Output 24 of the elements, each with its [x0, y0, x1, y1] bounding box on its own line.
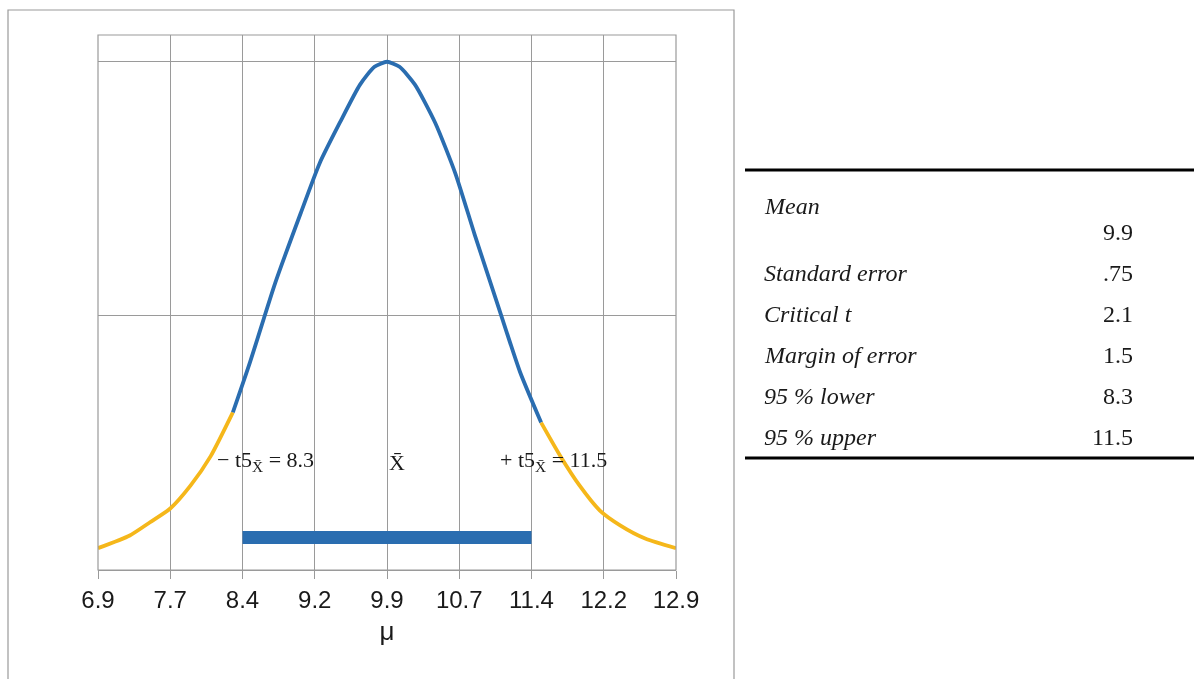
x-tick-label: 9.9 — [370, 585, 404, 613]
x-tick-label: 9.2 — [298, 585, 332, 613]
x-tick-label: 12.9 — [652, 585, 700, 613]
text: 1.5 — [1103, 342, 1133, 368]
text: Critical t — [764, 301, 853, 327]
text: 2.1 — [1103, 301, 1133, 327]
x-tick-label: 10.7 — [435, 585, 483, 613]
annotation: − t5$_{X̄}$ = 8.3 — [217, 447, 315, 475]
text: .75 — [1103, 260, 1133, 286]
x-tick-label: 8.4 — [225, 585, 260, 613]
x-axis-title: μ — [379, 616, 395, 647]
x-tick-label: 6.9 — [81, 585, 115, 613]
text: Margin of error — [764, 342, 918, 368]
text: Mean — [764, 193, 820, 219]
text: 11.5 — [1092, 424, 1134, 450]
x-tick-label: 7.7 — [153, 585, 187, 613]
text: 9.9 — [1103, 219, 1133, 245]
annotation: X̄ — [389, 450, 405, 475]
x-tick-label: 11.4 — [509, 585, 554, 613]
x-tick-label: 12.2 — [580, 585, 628, 613]
text: 95 % lower — [764, 383, 876, 409]
text: Standard error — [764, 260, 908, 286]
text: 95 % upper — [764, 424, 877, 450]
text: 8.3 — [1103, 383, 1133, 409]
